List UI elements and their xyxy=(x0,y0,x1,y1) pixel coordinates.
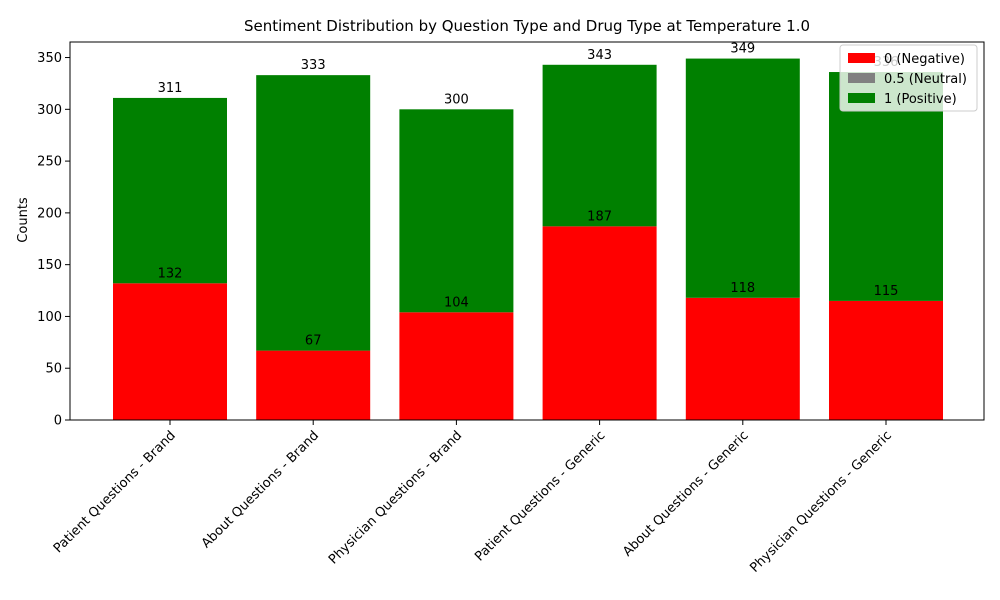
negative-value-label: 104 xyxy=(444,295,469,310)
bars-group xyxy=(113,58,943,420)
y-tick-label: 50 xyxy=(45,362,62,377)
y-tick-label: 100 xyxy=(37,310,62,325)
legend-swatch xyxy=(848,53,875,63)
y-tick-label: 300 xyxy=(37,103,62,118)
total-value-label: 300 xyxy=(444,92,469,107)
legend-entry-label: 0 (Negative) xyxy=(884,52,965,67)
x-tick-label: Patient Questions - Brand xyxy=(51,428,179,556)
bar-2-3 xyxy=(542,64,657,227)
plot-frame xyxy=(69,41,985,421)
x-axis: Patient Questions - Brand About Questions… xyxy=(51,420,895,576)
negative-value-label: 118 xyxy=(730,281,755,296)
total-value-label: 333 xyxy=(301,58,326,73)
chart-title: Sentiment Distribution by Question Type … xyxy=(244,17,810,35)
y-tick-label: 350 xyxy=(37,51,62,66)
x-tick-label: Physician Questions - Brand xyxy=(326,428,465,567)
bar-0-2 xyxy=(399,312,514,420)
negative-value-label: 115 xyxy=(874,284,899,299)
legend-entry-label: 1 (Positive) xyxy=(884,92,957,107)
total-value-label: 311 xyxy=(158,81,183,96)
y-tick-label: 250 xyxy=(37,155,62,170)
y-axis: 0 50 100 150 200 250 300 350 xyxy=(37,51,70,429)
bar-0-4 xyxy=(685,297,800,420)
x-tick-label: About Questions - Generic xyxy=(620,428,751,559)
legend-entry-label: 0.5 (Neutral) xyxy=(884,72,967,87)
bar-0-1 xyxy=(256,350,371,420)
bar-0-3 xyxy=(542,226,657,420)
bar-0-0 xyxy=(113,283,227,420)
y-tick-label: 200 xyxy=(37,206,62,221)
total-value-label: 343 xyxy=(587,48,612,63)
y-axis-label: Counts xyxy=(16,197,31,243)
x-tick-label: About Questions - Brand xyxy=(199,428,322,551)
y-tick-label: 0 xyxy=(54,414,62,429)
negative-value-label: 132 xyxy=(158,266,183,281)
total-value-label: 349 xyxy=(730,42,755,57)
legend-swatch xyxy=(848,73,875,83)
bar-2-4 xyxy=(685,58,800,298)
bar-0-5 xyxy=(829,300,943,420)
negative-value-label: 187 xyxy=(587,209,612,224)
x-tick-label: Patient Questions - Generic xyxy=(472,428,608,564)
x-tick-label: Physician Questions - Generic xyxy=(747,428,894,575)
bar-2-2 xyxy=(399,109,514,313)
legend: 0 (Negative) 0.5 (Neutral) 1 (Positive) xyxy=(839,44,978,112)
bar-2-1 xyxy=(256,75,371,351)
negative-value-label: 67 xyxy=(305,334,322,349)
y-tick-label: 150 xyxy=(37,258,62,273)
legend-swatch xyxy=(848,93,875,103)
bar-2-0 xyxy=(113,97,227,284)
